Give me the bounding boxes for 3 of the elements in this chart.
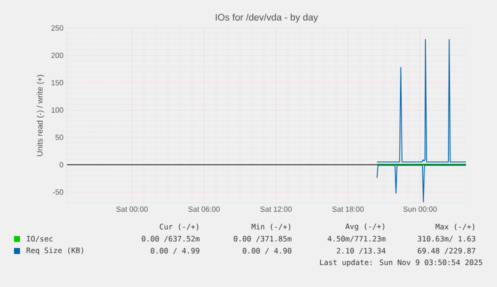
line-series: [376, 39, 466, 162]
chart-title: IOs for /dev/vda - by day: [216, 14, 318, 23]
line-series: [376, 164, 466, 202]
